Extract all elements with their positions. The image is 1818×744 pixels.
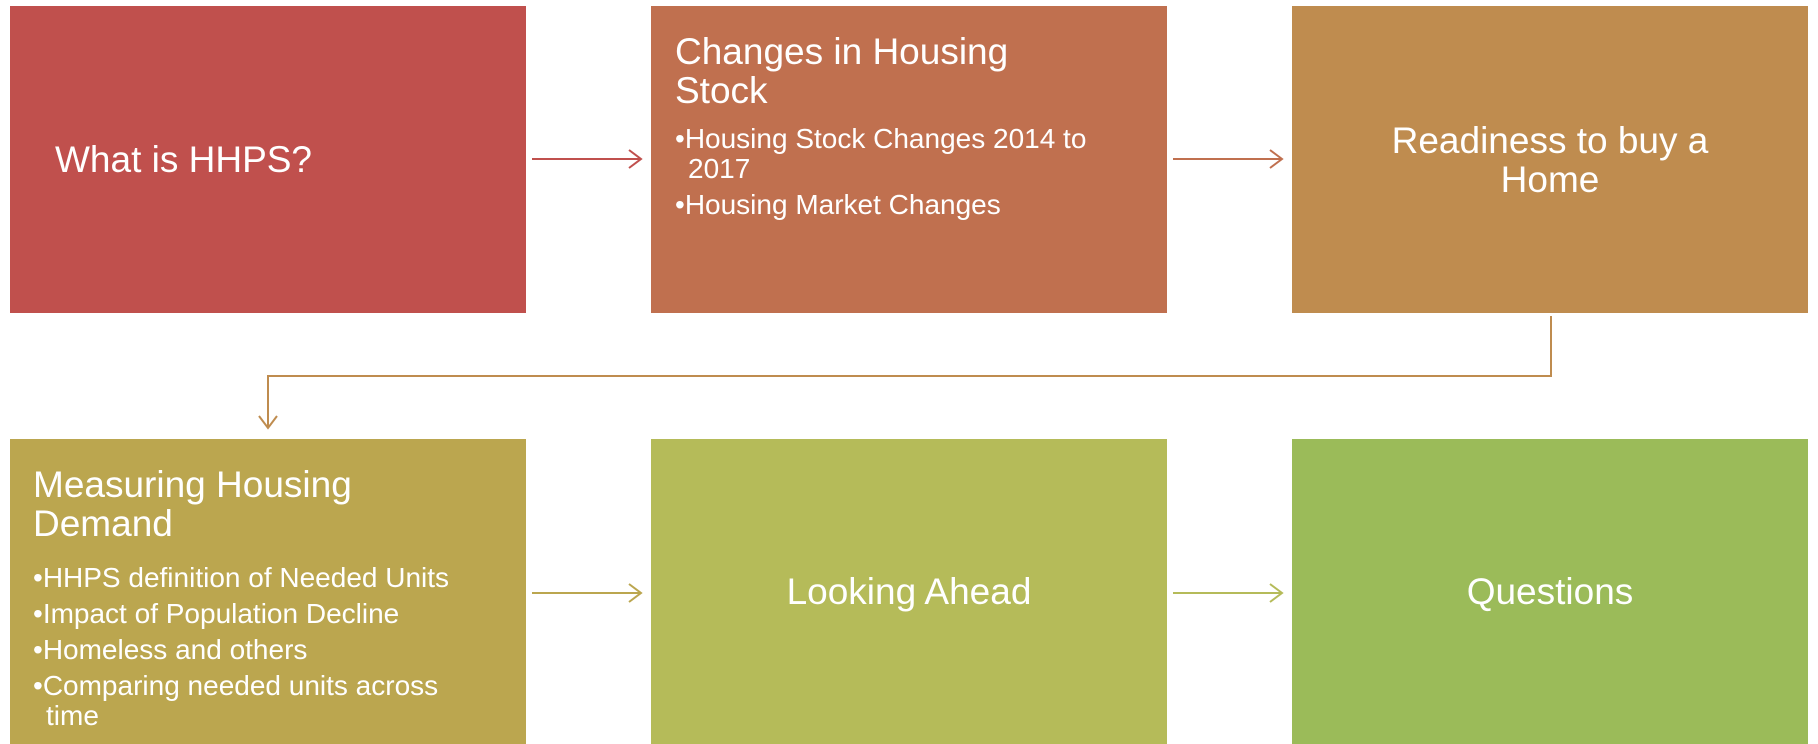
node: Changes in Housing Stock Housing Stock C… (651, 6, 1167, 313)
arrow (1173, 583, 1284, 603)
bullet-text: HHPS definition of Needed Units (42, 562, 450, 593)
node-title: Questions (1466, 571, 1634, 612)
node: Readiness to buy a Home (1292, 6, 1808, 313)
arrow (1173, 149, 1284, 169)
node-title: Changes in Housing Stock (675, 31, 1009, 111)
bullet-text: Homeless and others (42, 634, 308, 665)
node-title: What is HHPS? (55, 139, 313, 180)
node-title: Looking Ahead (786, 571, 1032, 612)
bullet-text: Comparing needed units across time (42, 670, 439, 731)
bullet: HHPS definition of Needed Units (33, 563, 502, 593)
bullet-text: Impact of Population Decline (42, 598, 400, 629)
node: Looking Ahead (651, 439, 1167, 744)
node: Questions (1292, 439, 1808, 744)
bullet-list: HHPS definition of Needed Units Impact o… (33, 563, 502, 731)
bullet: Housing Stock Changes 2014 to 2017 (675, 124, 1143, 184)
bullet-list: Housing Stock Changes 2014 to 2017 Housi… (675, 124, 1143, 220)
bullet-text: Housing Market Changes (684, 189, 1001, 220)
bullet: Housing Market Changes (675, 190, 1143, 220)
bullet: Impact of Population Decline (33, 599, 502, 629)
node: What is HHPS? (10, 6, 526, 313)
node: Measuring Housing Demand HHPS definition… (10, 439, 526, 744)
node-title: Measuring Housing Demand (33, 464, 352, 544)
bullet: Homeless and others (33, 635, 502, 665)
node-title: Readiness to buy a Home (1391, 119, 1709, 200)
bullet-text: Housing Stock Changes 2014 to 2017 (684, 123, 1087, 184)
arrow (532, 583, 643, 603)
bullet: Comparing needed units across time (33, 671, 486, 731)
arrow (258, 316, 1552, 430)
arrow (532, 149, 643, 169)
